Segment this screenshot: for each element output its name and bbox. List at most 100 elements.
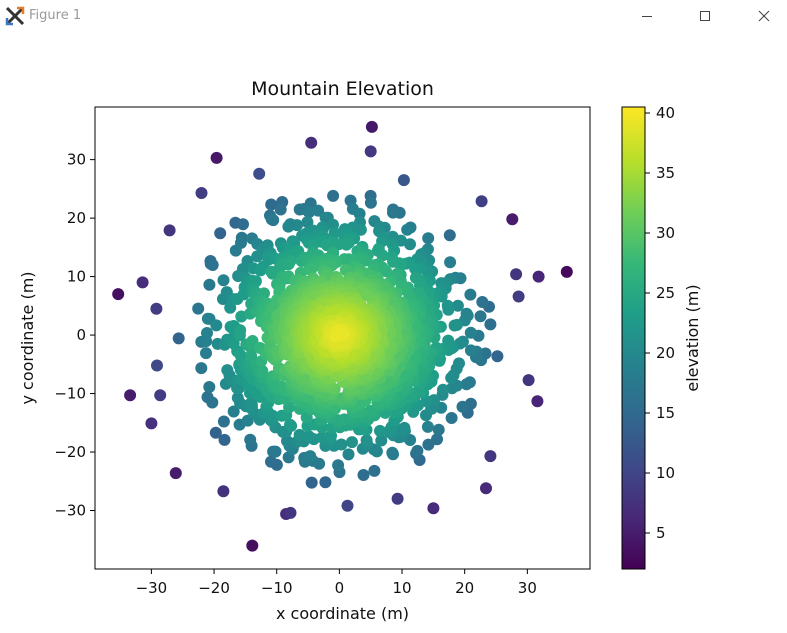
data-point: [304, 450, 317, 463]
data-point: [312, 204, 325, 217]
data-point: [229, 244, 242, 257]
data-point: [464, 326, 477, 339]
colorbar-tick-label: 35: [656, 164, 675, 182]
data-point: [231, 391, 244, 404]
data-point: [476, 296, 489, 308]
x-tick-label: −30: [136, 579, 168, 597]
data-point: [368, 464, 381, 477]
data-point: [281, 435, 293, 447]
data-point: [332, 459, 345, 472]
data-point: [200, 347, 212, 360]
data-point: [234, 324, 247, 337]
data-point: [353, 207, 366, 220]
data-point: [319, 476, 332, 489]
data-point: [391, 492, 404, 505]
scatter-points: [112, 120, 573, 552]
maximize-button[interactable]: [682, 0, 728, 32]
y-tick-label: −10: [54, 385, 86, 403]
data-point: [210, 319, 223, 332]
data-point: [305, 476, 318, 489]
colorbar-tick-label: 25: [656, 284, 675, 302]
data-point: [124, 389, 137, 402]
data-point: [246, 539, 259, 552]
data-point: [217, 485, 230, 498]
figure-canvas: Mountain Elevation −30 −20 −10 0 10 20 30 −30−…: [18, 78, 702, 623]
data-point: [195, 362, 208, 375]
data-point: [150, 302, 163, 315]
data-point: [397, 174, 410, 187]
data-point: [364, 405, 377, 417]
data-point: [404, 238, 416, 251]
y-axis-label: y coordinate (m): [18, 271, 37, 404]
colorbar-tick-label: 40: [656, 104, 675, 122]
data-point: [291, 219, 303, 232]
data-point: [246, 335, 259, 347]
x-tick-label: 0: [335, 579, 345, 597]
y-axis: −30 −20 −10 0 10 20 30: [54, 151, 95, 520]
data-point: [354, 223, 367, 236]
data-point: [256, 365, 269, 377]
data-point: [251, 250, 264, 263]
data-point: [446, 382, 459, 395]
data-point: [206, 396, 219, 409]
data-point: [237, 288, 250, 301]
y-tick-label: −30: [54, 502, 86, 520]
data-point: [112, 288, 125, 301]
plot-frame: [94, 106, 591, 570]
data-point: [444, 256, 457, 269]
data-point: [364, 196, 377, 209]
data-point: [335, 438, 348, 451]
data-point: [448, 319, 461, 332]
data-point: [301, 216, 314, 229]
data-point: [375, 434, 388, 447]
data-point: [560, 265, 573, 278]
colorbar-gradient: [621, 106, 646, 570]
close-button[interactable]: [741, 0, 787, 32]
window-titlebar[interactable]: Figure 1: [0, 0, 787, 32]
x-axis-label: x coordinate (m): [276, 604, 409, 623]
data-point: [427, 502, 440, 515]
data-point: [203, 381, 216, 393]
data-point: [411, 444, 424, 457]
data-point: [442, 303, 455, 316]
data-point: [346, 436, 358, 449]
data-point: [293, 428, 306, 441]
data-point: [274, 203, 287, 216]
y-tick-label: −20: [54, 443, 86, 461]
data-point: [364, 145, 377, 158]
y-tick-label: 0: [76, 326, 86, 344]
y-tick-label: 20: [67, 209, 86, 227]
data-point: [443, 229, 456, 242]
data-point: [214, 227, 227, 240]
matplotlib-x-icon: [5, 6, 25, 26]
data-point: [512, 290, 525, 303]
data-point: [387, 255, 400, 268]
data-point: [360, 434, 373, 447]
data-point: [206, 259, 219, 271]
x-tick-label: 30: [518, 579, 537, 597]
data-point: [267, 214, 280, 227]
window-title: Figure 1: [29, 8, 82, 23]
data-point: [484, 318, 497, 331]
data-point: [282, 258, 295, 271]
data-point: [380, 265, 392, 278]
x-tick-label: 10: [392, 579, 411, 597]
data-point: [404, 434, 417, 446]
data-point: [340, 238, 353, 251]
data-point: [401, 223, 414, 236]
data-point: [456, 400, 469, 413]
colorbar-tick-label: 10: [656, 464, 675, 482]
data-point: [431, 433, 443, 446]
data-point: [460, 378, 473, 391]
minimize-button[interactable]: [624, 0, 670, 32]
data-point: [136, 276, 149, 289]
colorbar-label: elevation (m): [683, 284, 702, 391]
colorbar-ticks: 5 10 15 20 25 30 35 40: [645, 104, 675, 542]
data-point: [305, 136, 318, 149]
data-point: [445, 371, 458, 384]
data-point: [217, 415, 230, 428]
data-point: [357, 469, 370, 481]
data-point: [422, 438, 435, 451]
data-point: [506, 213, 519, 226]
data-point: [195, 187, 208, 199]
